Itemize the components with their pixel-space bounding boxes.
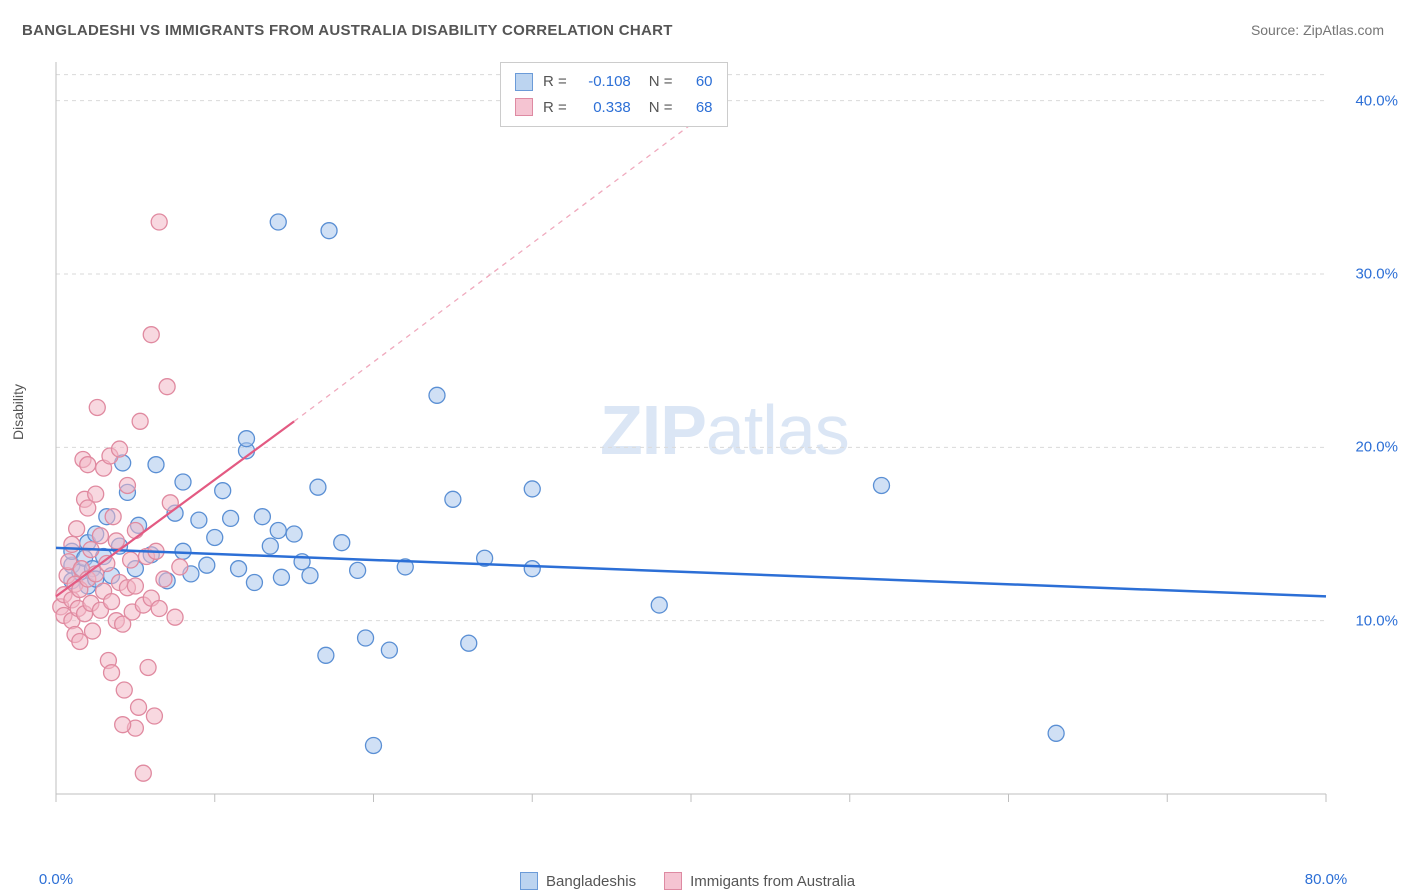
ytick-label: 40.0% bbox=[1355, 92, 1398, 109]
scatter-plot bbox=[50, 58, 1380, 828]
legend-row: R = -0.108 N = 60 bbox=[515, 69, 713, 95]
ytick-label: 20.0% bbox=[1355, 439, 1398, 456]
n-label: N = bbox=[649, 95, 673, 121]
ytick-label: 10.0% bbox=[1355, 612, 1398, 629]
r-label: R = bbox=[543, 95, 567, 121]
legend-swatch bbox=[664, 872, 682, 890]
r-value: 0.338 bbox=[577, 95, 631, 121]
n-label: N = bbox=[649, 69, 673, 95]
legend-label: Bangladeshis bbox=[546, 873, 636, 890]
correlation-legend: R = -0.108 N = 60 R = 0.338 N = 68 bbox=[500, 62, 728, 127]
legend-item: Bangladeshis bbox=[520, 872, 636, 890]
legend-label: Immigants from Australia bbox=[690, 873, 855, 890]
xtick-label: 80.0% bbox=[1305, 871, 1348, 888]
legend-item: Immigants from Australia bbox=[664, 872, 855, 890]
xtick-label: 0.0% bbox=[39, 871, 73, 888]
y-axis-label: Disability bbox=[10, 384, 26, 440]
legend-row: R = 0.338 N = 68 bbox=[515, 95, 713, 121]
series-legend: Bangladeshis Immigants from Australia bbox=[520, 872, 855, 890]
ytick-label: 30.0% bbox=[1355, 266, 1398, 283]
r-value: -0.108 bbox=[577, 69, 631, 95]
r-label: R = bbox=[543, 69, 567, 95]
chart-source: Source: ZipAtlas.com bbox=[1251, 22, 1384, 38]
legend-swatch bbox=[515, 73, 533, 91]
chart-title: BANGLADESHI VS IMMIGRANTS FROM AUSTRALIA… bbox=[22, 22, 673, 39]
n-value: 60 bbox=[683, 69, 713, 95]
legend-swatch bbox=[520, 872, 538, 890]
n-value: 68 bbox=[683, 95, 713, 121]
legend-swatch bbox=[515, 98, 533, 116]
